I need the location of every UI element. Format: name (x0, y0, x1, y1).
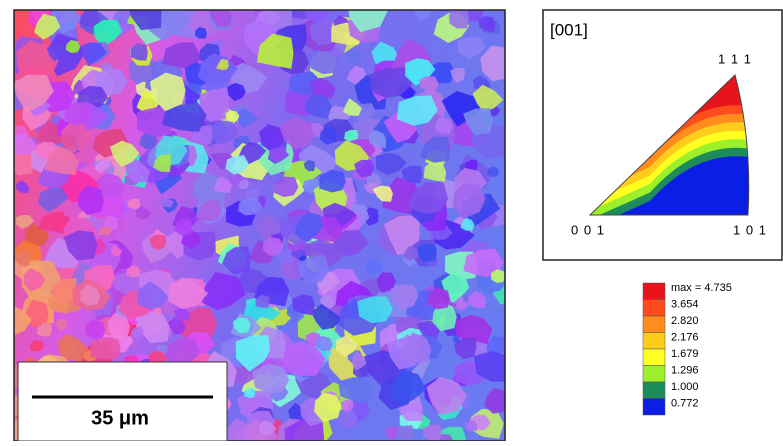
legend-label: 1.679 (671, 348, 699, 360)
legend-swatch (643, 316, 665, 333)
legend-swatch (643, 333, 665, 350)
legend-swatch (643, 366, 665, 383)
legend-label: 3.654 (671, 298, 699, 310)
corner-label: 1 0 1 (733, 222, 767, 237)
legend-label: 2.176 (671, 331, 699, 343)
grain (90, 337, 120, 360)
legend-label: 1.296 (671, 364, 699, 376)
legend-swatch (643, 300, 665, 317)
legend-swatch (643, 399, 665, 416)
grain (99, 227, 111, 236)
legend-swatch (643, 283, 665, 300)
legend-swatch (643, 349, 665, 366)
legend-swatch (643, 382, 665, 399)
scale-bar-label: 35 μm (91, 407, 149, 429)
corner-label: 1 1 1 (718, 51, 752, 66)
legend-label: 0.772 (671, 397, 699, 409)
figure: 35 μm [001] 1 1 1 0 0 1 1 0 1 max = 4.73… (0, 0, 783, 441)
legend-label: 2.820 (671, 315, 699, 327)
corner-label: 0 0 1 (571, 222, 605, 237)
legend-label: max = 4.735 (671, 282, 732, 294)
pole-figure-direction: [001] (550, 20, 588, 39)
legend: max = 4.735 3.654 2.820 2.176 1.679 1.296 1.00… (643, 282, 732, 415)
legend-label: 1.000 (671, 381, 699, 393)
